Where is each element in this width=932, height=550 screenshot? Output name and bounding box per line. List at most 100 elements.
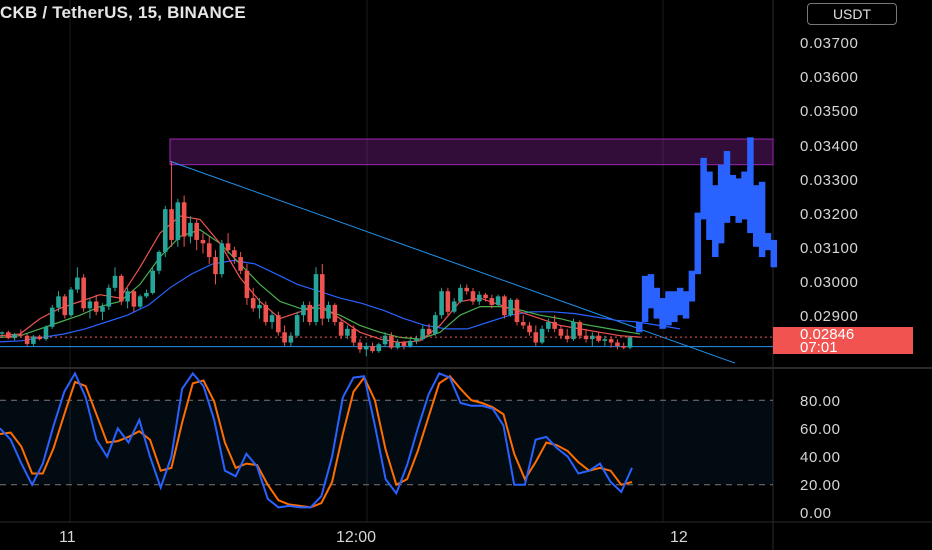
candle-body (433, 315, 438, 334)
projection-bar (717, 164, 725, 244)
candle-body (213, 257, 218, 275)
candle-body (590, 335, 595, 340)
candle-body (338, 322, 344, 336)
candle-body (382, 335, 388, 345)
candle-body (546, 322, 551, 329)
candle-body (627, 337, 633, 348)
oscillator-tick: 20.00 (800, 477, 841, 494)
candle-body (407, 340, 413, 346)
projection-bar (758, 181, 766, 258)
candle-body (502, 296, 507, 316)
candle-body (577, 322, 583, 336)
candle-body (445, 291, 451, 312)
candle-body (150, 270, 156, 293)
projection-bar (682, 291, 690, 319)
candle-body (294, 315, 300, 336)
candle-body (169, 209, 174, 240)
last-price-badge: 0.02846 07:01 (773, 327, 913, 355)
candle-body (508, 299, 513, 316)
candle-body (439, 291, 444, 316)
projection-bar (764, 233, 772, 251)
candle-body (539, 328, 545, 343)
oscillator-band (0, 400, 773, 485)
projection-bar (700, 157, 707, 220)
candle-body (162, 209, 168, 252)
time-tick: 11 (59, 529, 76, 546)
projection-bar (694, 212, 701, 275)
projection-bar (688, 270, 696, 302)
candle-body (24, 335, 30, 344)
candle-body (119, 275, 124, 302)
candle-body (313, 274, 319, 323)
candle-body (301, 304, 306, 316)
oscillator-tick: 80.00 (800, 393, 841, 410)
candle-body (527, 325, 532, 333)
candle-body (106, 287, 112, 307)
candle-body (244, 270, 250, 299)
candle-body (395, 342, 400, 348)
price-tick: 0.02900 (800, 308, 859, 325)
price-tick: 0.03100 (800, 240, 859, 257)
candle-body (81, 277, 86, 309)
candle-body (43, 326, 49, 340)
candle-body (181, 202, 187, 237)
candle-body (615, 342, 620, 346)
time-tick: 12:00 (336, 529, 377, 546)
candle-body (326, 304, 331, 319)
supply-zone (169, 138, 774, 166)
candle-body (100, 306, 105, 312)
candle-body (319, 274, 325, 319)
price-tick: 0.03700 (800, 35, 859, 52)
candle-body (376, 344, 382, 352)
candle-body (370, 345, 375, 352)
candle-body (288, 335, 294, 343)
candle-body (458, 287, 463, 302)
projection-bar (641, 275, 649, 323)
candle-body (206, 243, 212, 258)
price-tick: 0.03400 (800, 138, 859, 155)
candle-body (596, 335, 601, 341)
projection-bar (636, 322, 643, 333)
ema-slow-line (0, 259, 681, 343)
candle-body (125, 291, 130, 302)
candle-body (250, 298, 256, 309)
candle-body (49, 307, 55, 327)
candle-body (219, 243, 225, 275)
candle-body (257, 304, 262, 309)
candle-body (357, 342, 363, 350)
candle-body (552, 322, 557, 329)
candle-body (483, 294, 488, 299)
projection-bar (770, 239, 778, 268)
price-tick: 0.03600 (800, 69, 859, 86)
candle-body (232, 250, 237, 258)
candle-body (0, 332, 5, 334)
candle-body (37, 336, 42, 340)
oscillator-tick: 40.00 (800, 449, 841, 466)
candle-body (137, 296, 143, 307)
stoch-k-line (0, 371, 633, 509)
candle-body (621, 345, 627, 348)
projection-bar (647, 274, 655, 309)
projection-bar (753, 185, 760, 247)
projection-bar (735, 178, 742, 223)
candle-body (520, 322, 526, 326)
candle-body (514, 299, 520, 323)
candle-body (420, 328, 426, 340)
candle-body (564, 335, 570, 340)
candle-body (31, 336, 36, 344)
candle-body (351, 328, 356, 343)
projection-bar (665, 291, 672, 326)
candle-body (489, 298, 495, 305)
oscillator-tick: 0.00 (800, 505, 832, 522)
projection-bar (747, 137, 754, 234)
candle-body (282, 332, 287, 343)
candle-body (87, 301, 93, 309)
projection-bar (729, 174, 737, 216)
candle-body (12, 334, 17, 339)
currency-button[interactable]: USDT (807, 3, 897, 25)
candle-body (602, 339, 608, 341)
price-tick: 0.03500 (800, 103, 859, 120)
candle-body (363, 345, 369, 350)
